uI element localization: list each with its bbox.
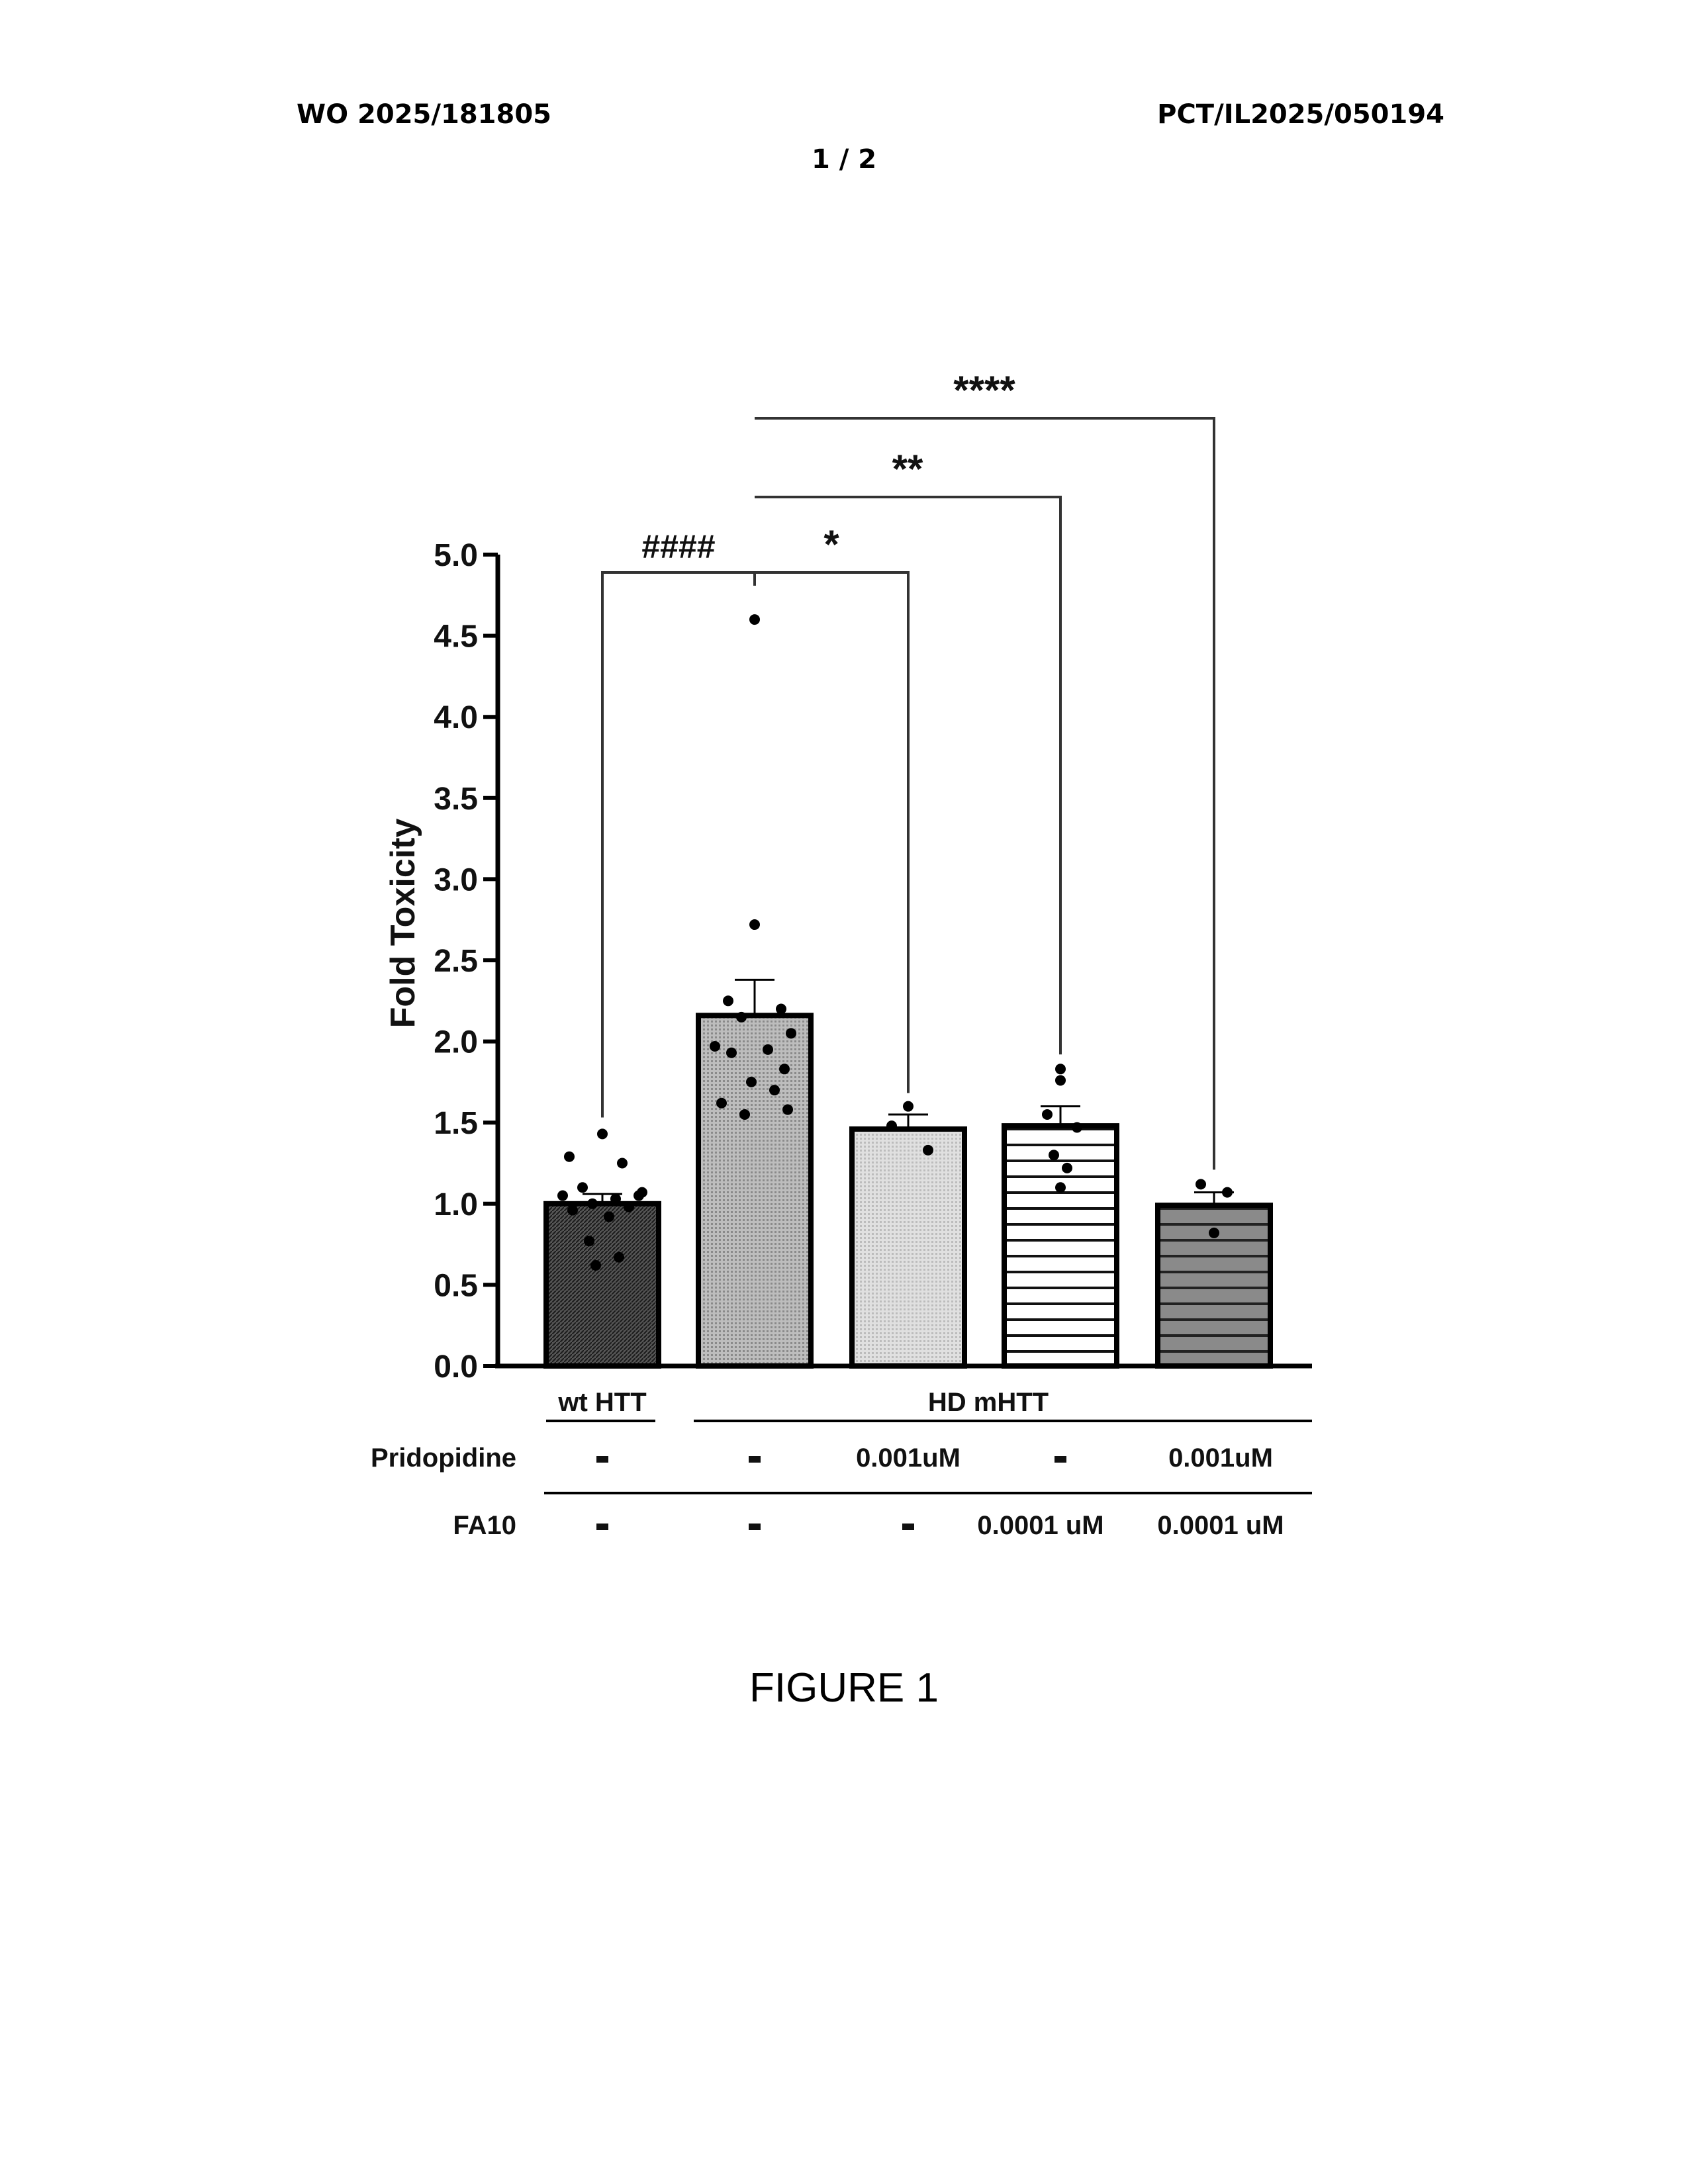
data-point <box>739 1109 750 1120</box>
group-label-wt: wt HTT <box>557 1388 646 1417</box>
data-point <box>923 1145 933 1156</box>
pridopidine-value: 0.001uM <box>1168 1443 1273 1473</box>
bar-1 <box>546 1204 659 1366</box>
y-tick-label: 5.0 <box>434 538 478 573</box>
data-point <box>749 919 760 930</box>
data-point <box>1049 1150 1059 1160</box>
data-point <box>564 1152 575 1162</box>
fa10-value: 0.0001 uM <box>1157 1511 1284 1540</box>
significance-label-3: ** <box>892 447 923 491</box>
pridopidine-dash <box>749 1456 761 1463</box>
data-point <box>557 1191 568 1201</box>
data-point <box>567 1205 578 1216</box>
data-point <box>716 1098 727 1109</box>
y-tick-label: 2.5 <box>434 944 478 979</box>
data-point <box>1055 1075 1066 1085</box>
row-label-fa10: FA10 <box>453 1511 516 1540</box>
data-point <box>1196 1179 1206 1189</box>
data-point <box>1062 1163 1072 1173</box>
significance-label-2: * <box>823 522 839 567</box>
data-point <box>577 1182 588 1193</box>
y-tick-label: 4.0 <box>434 700 478 735</box>
bar-3 <box>852 1129 964 1366</box>
fa10-dash <box>749 1524 761 1530</box>
data-point <box>604 1211 614 1222</box>
data-point <box>584 1236 594 1246</box>
fa10-value: 0.0001 uM <box>977 1511 1103 1540</box>
figure-caption: FIGURE 1 <box>0 1664 1688 1711</box>
data-point <box>710 1041 720 1052</box>
y-tick-label: 1.5 <box>434 1106 478 1141</box>
data-point <box>786 1028 796 1038</box>
data-point <box>624 1202 634 1212</box>
data-point <box>1042 1109 1053 1120</box>
pridopidine-dash <box>1055 1456 1066 1463</box>
y-tick-label: 1.0 <box>434 1187 478 1222</box>
pridopidine-dash <box>596 1456 608 1463</box>
fa10-dash <box>596 1524 608 1530</box>
data-point <box>1222 1187 1233 1198</box>
data-point <box>726 1048 737 1058</box>
data-point <box>590 1260 601 1271</box>
significance-label-4: **** <box>953 368 1015 412</box>
fa10-dash <box>902 1524 914 1530</box>
data-point <box>746 1077 757 1087</box>
data-point <box>1072 1122 1082 1133</box>
y-tick-label: 0.5 <box>434 1268 478 1303</box>
data-point <box>723 995 733 1006</box>
data-point <box>597 1128 608 1139</box>
data-point <box>769 1085 780 1095</box>
data-point <box>617 1158 628 1169</box>
data-point <box>1055 1182 1066 1193</box>
data-point <box>1055 1064 1066 1074</box>
data-point <box>886 1120 897 1131</box>
data-point <box>637 1187 647 1198</box>
data-point <box>610 1193 621 1204</box>
y-tick-label: 4.5 <box>434 619 478 655</box>
y-tick-label: 3.5 <box>434 782 478 817</box>
group-label-hd: HD mHTT <box>928 1388 1049 1417</box>
bar-2 <box>698 1015 811 1366</box>
bar-4 <box>1004 1126 1117 1366</box>
significance-label-1: #### <box>641 528 715 565</box>
data-point <box>736 1012 747 1023</box>
data-point <box>1209 1228 1219 1238</box>
y-tick-label: 0.0 <box>434 1349 478 1385</box>
y-axis-label: Fold Toxicity <box>384 819 422 1028</box>
y-tick-label: 2.0 <box>434 1025 478 1060</box>
data-point <box>614 1252 624 1263</box>
data-point <box>903 1101 914 1112</box>
data-point <box>763 1044 773 1055</box>
data-point <box>749 614 760 625</box>
y-tick-label: 3.0 <box>434 862 478 897</box>
data-point <box>779 1064 790 1074</box>
row-label-pridopidine: Pridopidine <box>371 1443 516 1473</box>
data-point <box>782 1105 793 1115</box>
data-point <box>587 1199 598 1209</box>
pridopidine-value: 0.001uM <box>856 1443 961 1473</box>
data-point <box>776 1004 786 1015</box>
